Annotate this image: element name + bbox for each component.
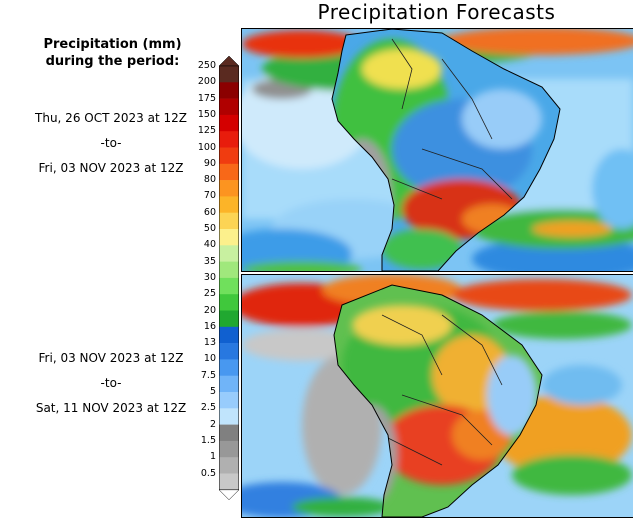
period-1-sep: -to- xyxy=(100,136,122,150)
color-bar-swatch xyxy=(219,408,239,425)
period-1-end: Fri, 03 NOV 2023 at 12Z xyxy=(38,161,184,175)
color-bar-swatch xyxy=(219,82,239,99)
color-bar-swatch xyxy=(219,277,239,295)
color-bar-swatch xyxy=(219,473,239,491)
period-1-start: Thu, 26 OCT 2023 at 12Z xyxy=(35,111,187,125)
legend-heading-line1: Precipitation (mm) xyxy=(43,37,182,52)
color-bar-tick-label: 7.5 xyxy=(200,369,216,381)
color-bar-swatch xyxy=(219,131,239,148)
color-bar-swatch xyxy=(219,457,239,474)
period-label-1: Thu, 26 OCT 2023 at 12Z -to- Fri, 03 NOV… xyxy=(0,106,222,181)
color-bar-tick-label: 50 xyxy=(203,223,216,234)
color-bar-swatch xyxy=(219,261,239,279)
forecast-map-period-2 xyxy=(241,274,633,518)
color-bar-swatch xyxy=(219,66,239,83)
period-2-end: Sat, 11 NOV 2023 at 12Z xyxy=(35,401,187,415)
color-bar-tick-label: 30 xyxy=(203,271,216,283)
color-bar-tick-label: 2.5 xyxy=(200,402,216,414)
period-label-2: Fri, 03 NOV 2023 at 12Z -to- Sat, 11 NOV… xyxy=(0,346,222,421)
color-bar-tick-label: 40 xyxy=(203,239,216,251)
color-bar-swatch xyxy=(219,310,239,328)
color-bar-swatch xyxy=(219,180,239,197)
color-bar-swatch xyxy=(219,343,239,360)
color-bar-swatch xyxy=(219,229,239,246)
color-bar-swatch xyxy=(219,245,239,262)
precip-color-bar xyxy=(219,56,239,501)
page-title: Precipitation Forecasts xyxy=(317,0,556,24)
color-bar-tick-label: 5 xyxy=(209,386,216,397)
color-bar-bottom-arrow xyxy=(219,489,239,501)
color-bar-tick-label: 10 xyxy=(203,353,216,365)
color-bar-swatch xyxy=(219,359,239,376)
color-bar-tick-label: 25 xyxy=(203,288,216,300)
color-bar-tick-label: 250 xyxy=(197,60,216,71)
color-bar-swatch xyxy=(219,196,239,213)
color-bar-tick-label: 70 xyxy=(203,190,216,202)
color-bar-tick-label: 1.5 xyxy=(200,434,216,446)
color-bar-tick-label: 200 xyxy=(197,76,216,88)
color-bar-swatch xyxy=(219,424,239,442)
color-bar-tick-label: 16 xyxy=(203,320,216,332)
color-bar-tick-label: 60 xyxy=(203,206,216,218)
period-2-sep: -to- xyxy=(100,376,122,390)
color-bar-swatch xyxy=(219,375,239,393)
color-bar-tick-label: 1 xyxy=(209,451,216,463)
color-bar-tick-label: 80 xyxy=(203,174,216,186)
color-bar-swatch xyxy=(219,440,239,458)
period-2-start: Fri, 03 NOV 2023 at 12Z xyxy=(38,351,184,365)
color-bar-tick-label: 35 xyxy=(203,255,216,267)
color-bar-tick-label: 0.5 xyxy=(200,467,216,479)
legend-heading: Precipitation (mm) during the period: xyxy=(20,36,205,70)
color-bar-swatch xyxy=(219,392,239,409)
legend-heading-line2: during the period: xyxy=(45,54,180,69)
color-bar-tick-label: 13 xyxy=(203,337,216,349)
color-bar-swatch xyxy=(219,212,239,230)
color-bar-swatch xyxy=(219,326,239,344)
color-bar-tick-label: 90 xyxy=(203,157,216,169)
forecast-map-period-1 xyxy=(241,28,633,272)
color-bar-outline xyxy=(219,65,239,491)
color-bar-top-arrow xyxy=(219,56,239,67)
color-bar-tick-label: 100 xyxy=(197,141,216,153)
color-bar-tick-label: 125 xyxy=(197,125,216,137)
color-bar-swatch xyxy=(219,98,239,116)
color-bar-tick-label: 175 xyxy=(197,92,216,104)
color-bar-swatch xyxy=(219,163,239,181)
color-bar-tick-label: 150 xyxy=(197,108,216,120)
color-bar-tick-label: 2 xyxy=(209,418,216,430)
color-bar-swatch xyxy=(219,114,239,132)
color-bar-swatch xyxy=(219,147,239,165)
color-bar-tick-label: 20 xyxy=(203,304,216,316)
color-bar-swatch xyxy=(219,294,239,311)
